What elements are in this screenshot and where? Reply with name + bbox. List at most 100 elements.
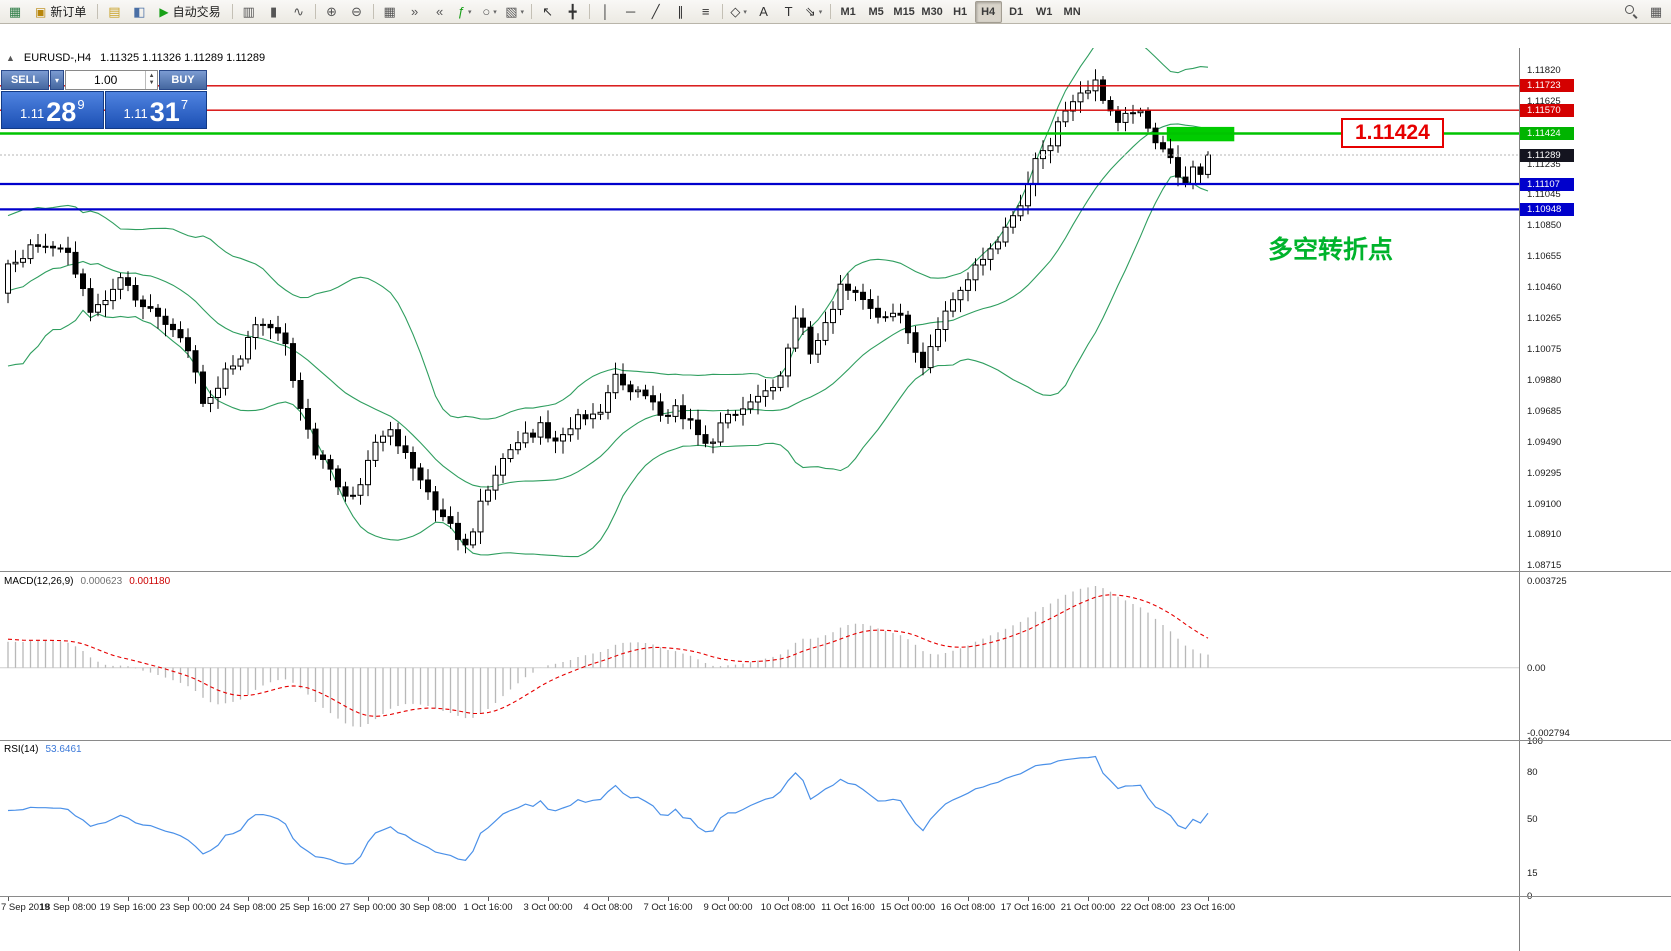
- timeframe-m30[interactable]: M30: [921, 5, 943, 18]
- lot-size-box: ▲ ▼: [65, 70, 158, 90]
- time-tick: [68, 897, 69, 901]
- price-scale-label: 1.11625: [1527, 96, 1561, 108]
- pane-separator[interactable]: [0, 740, 1671, 741]
- toolbar-separator: [372, 4, 374, 19]
- chart-shift-icon[interactable]: «: [428, 1, 452, 23]
- time-label: 18 Sep 08:00: [39, 902, 97, 913]
- arrows-icon[interactable]: ⇘ ▾: [802, 1, 826, 23]
- pane-separator[interactable]: [0, 571, 1671, 572]
- timeframe-m15[interactable]: M15: [893, 5, 915, 18]
- search-icon[interactable]: [1619, 1, 1643, 23]
- new-chart-icon-glyph: ▦: [8, 3, 22, 19]
- rsi-axis-label: 15: [1527, 867, 1538, 879]
- crosshair-icon[interactable]: ╋: [561, 1, 585, 23]
- charts-grid-icon[interactable]: ▤: [102, 1, 126, 23]
- time-tick: [788, 897, 789, 901]
- sell-button[interactable]: SELL: [1, 70, 49, 90]
- rsi-axis-label: 100: [1527, 736, 1543, 747]
- time-scale[interactable]: 7 Sep 2019 18 Sep 08:00 19 Sep 16:00 23 Sep…: [0, 897, 1519, 915]
- templates-icon[interactable]: ▧ ▾: [503, 1, 527, 23]
- cursor-icon[interactable]: ↖: [536, 1, 560, 23]
- time-label: 23 Sep 00:00: [159, 902, 217, 913]
- new-order-button[interactable]: ▣ 新订单: [28, 1, 93, 23]
- horizontal-line-icon[interactable]: ─: [619, 1, 643, 23]
- toolbar: ▦ ▣ 新订单 ▤ ◧ ▶ 自动交易 ▥ ▮ ∿ ⊕ ⊖ ▦» «ƒ ▾ ○ ▾ ▧ ▾ ↖ ╋ │ ─ ╱ ∥ ≡ ◇ ▾ A T ⇘ ▾ M…: [0, 0, 1671, 24]
- toolbar-separator: [97, 4, 99, 19]
- vertical-line-icon[interactable]: │: [594, 1, 618, 23]
- time-label: 19 Sep 16:00: [99, 902, 157, 913]
- fibonacci-icon[interactable]: ≡: [694, 1, 718, 23]
- price-scale[interactable]: 1.11820 1.11625 1.11235 1.11045 1.10850 1.106…: [1519, 48, 1671, 951]
- macd-signal-line: [7, 594, 1209, 717]
- timeframe-w1[interactable]: W1: [1035, 5, 1053, 18]
- arrows-icon-glyph: ⇘: [804, 3, 816, 19]
- bar-chart-icon[interactable]: ▥: [237, 1, 261, 23]
- macd-axis-label: 0.00: [1527, 662, 1546, 674]
- collapse-panel-icon[interactable]: ▲: [6, 53, 15, 63]
- time-tick: [188, 897, 189, 901]
- zoom-out-icon[interactable]: ⊖: [345, 1, 369, 23]
- equidistant-channel-icon[interactable]: ∥: [669, 1, 693, 23]
- auto-scroll-icon[interactable]: »: [403, 1, 427, 23]
- chart-window[interactable]: ▲ EURUSD-,H4 1.11325 1.11326 1.11289 1.1…: [0, 24, 1671, 951]
- autotrading-button[interactable]: ▶ 自动交易: [152, 1, 227, 23]
- line-chart-icon[interactable]: ∿: [287, 1, 311, 23]
- price-scale-label: 1.09295: [1527, 467, 1562, 479]
- timeframe-d1[interactable]: D1: [1009, 5, 1024, 18]
- periods-icon[interactable]: ○ ▾: [478, 1, 502, 23]
- bollinger-middle-band: [7, 123, 1209, 488]
- timeframe-m5[interactable]: M5: [868, 5, 884, 18]
- timeframe-h1[interactable]: H1: [953, 5, 968, 18]
- time-tick: [848, 897, 849, 901]
- price-scale-label: 1.10075: [1527, 343, 1562, 355]
- shapes-icon[interactable]: ◇ ▾: [727, 1, 751, 23]
- time-label: 17 Oct 16:00: [1000, 902, 1056, 913]
- candlestick-chart-icon[interactable]: ▮: [262, 1, 286, 23]
- rsi-pane[interactable]: [0, 741, 1519, 896]
- tile-windows-icon[interactable]: ▦: [378, 1, 402, 23]
- window-list-icon[interactable]: ▦: [1644, 1, 1668, 23]
- time-tick: [488, 897, 489, 901]
- profiles-icon[interactable]: ◧: [127, 1, 151, 23]
- price-scale-label: 1.09100: [1527, 499, 1562, 510]
- tile-windows-icon-glyph: ▦: [383, 3, 396, 19]
- timeframe-mn[interactable]: MN: [1063, 5, 1081, 18]
- time-tick: [428, 897, 429, 901]
- zoom-in-icon[interactable]: ⊕: [320, 1, 344, 23]
- timeframe-h4[interactable]: H4: [974, 0, 1002, 23]
- price-scale-label: 1.11045: [1527, 188, 1561, 200]
- timeframe-m1[interactable]: M1: [840, 5, 856, 18]
- indicators-icon-glyph: ƒ: [457, 4, 465, 19]
- new-chart-icon[interactable]: ▦: [3, 1, 27, 23]
- time-tick: [548, 897, 549, 901]
- templates-icon-caret: ▾: [520, 8, 525, 16]
- text-icon[interactable]: A: [752, 1, 776, 23]
- price-scale-label: 1.10850: [1527, 220, 1562, 231]
- arrows-icon-caret: ▾: [818, 8, 823, 16]
- price-scale-label: 1.08715: [1527, 560, 1562, 572]
- time-label: 4 Oct 08:00: [583, 902, 633, 913]
- sell-price-display[interactable]: 1.11 28 9: [1, 91, 104, 129]
- symbol-period-label: EURUSD-,H4: [23, 52, 92, 64]
- order-type-dropdown[interactable]: ▾: [50, 70, 64, 90]
- trendline-icon[interactable]: ╱: [644, 1, 668, 23]
- rsi-label: RSI(14) 53.6461: [4, 744, 82, 755]
- lot-spin-up-icon[interactable]: ▲: [148, 73, 155, 79]
- time-tick: [1208, 897, 1209, 901]
- time-label: 11 Oct 16:00: [821, 902, 875, 913]
- text-label-icon[interactable]: T: [777, 1, 801, 23]
- toolbar-separator: [530, 4, 532, 19]
- macd-name: MACD(12,26,9): [4, 576, 74, 587]
- horizontal-line-icon-glyph: ─: [626, 4, 636, 19]
- indicators-icon[interactable]: ƒ ▾: [453, 1, 477, 23]
- buy-price-display[interactable]: 1.11 31 7: [104, 91, 207, 129]
- lot-size-input[interactable]: [66, 71, 146, 89]
- buy-button[interactable]: BUY: [159, 70, 207, 90]
- main-chart-canvas[interactable]: [0, 48, 1519, 571]
- macd-pane[interactable]: [0, 572, 1519, 740]
- time-label: 30 Sep 08:00: [399, 902, 457, 913]
- time-tick: [668, 897, 669, 901]
- lot-spin-down-icon[interactable]: ▼: [148, 80, 155, 86]
- charts-grid-icon-glyph: ▤: [108, 3, 121, 19]
